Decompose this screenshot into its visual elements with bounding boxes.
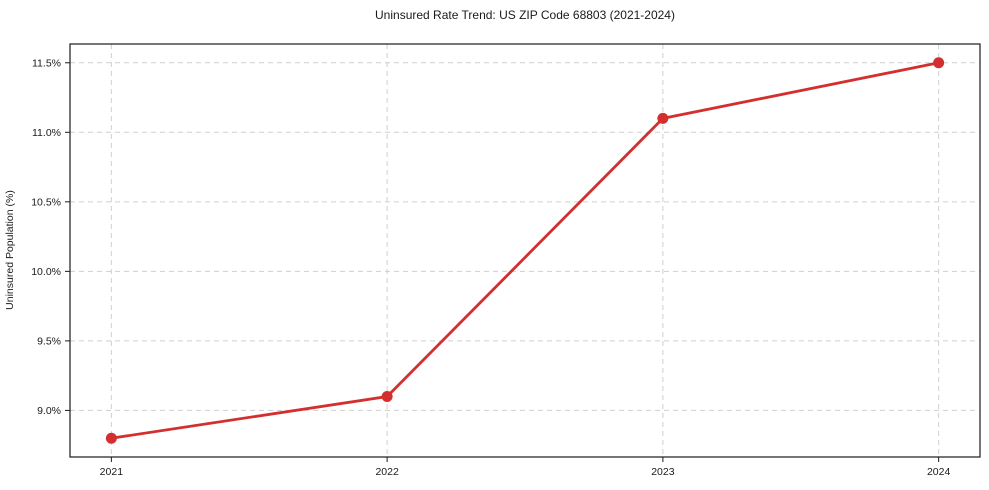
y-tick-label: 11.0% — [32, 127, 61, 139]
y-tick-label: 9.0% — [37, 405, 61, 417]
x-tick-label: 2023 — [651, 466, 675, 478]
y-tick-label: 10.0% — [31, 266, 61, 278]
x-tick-label: 2022 — [375, 466, 399, 478]
data-point-marker — [381, 391, 393, 403]
data-point-marker — [657, 112, 669, 124]
y-tick-label: 11.5% — [32, 57, 61, 69]
x-tick-label: 2024 — [927, 466, 951, 478]
plot-border — [69, 43, 981, 458]
data-point-marker — [933, 57, 945, 69]
trend-line — [109, 61, 941, 440]
chart-title: Uninsured Rate Trend: US ZIP Code 68803 … — [375, 8, 675, 22]
x-tick-label: 2021 — [100, 466, 124, 478]
y-tick-label: 10.5% — [31, 196, 61, 208]
y-tick-label: 9.5% — [37, 335, 61, 347]
data-point-marker — [105, 432, 117, 444]
